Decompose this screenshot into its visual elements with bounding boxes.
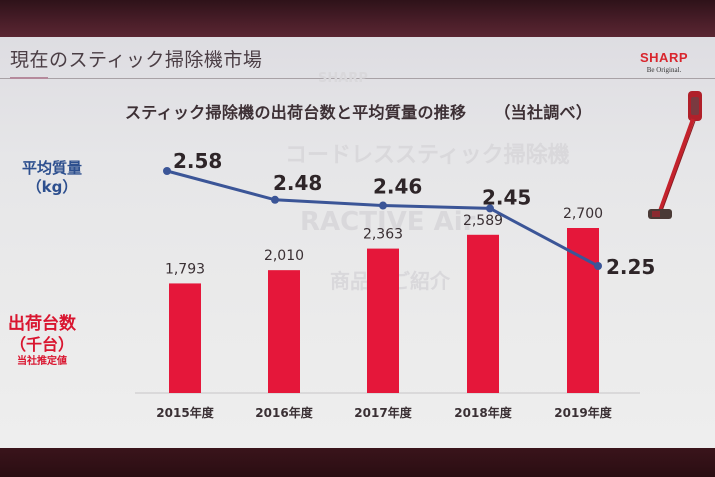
shipments-value-label: 2,589 <box>463 213 503 229</box>
shipments-value-label: 2,700 <box>563 206 603 222</box>
chart-source-note: （当社調べ） <box>494 103 593 122</box>
shipments-value-label: 2,363 <box>363 227 403 243</box>
weight-point <box>594 262 602 270</box>
chart-title: スティック掃除機の出荷台数と平均質量の推移 （当社調べ） <box>125 99 592 123</box>
weight-value-label: 2.45 <box>482 185 531 209</box>
weight-axis-label-line1: 平均質量 <box>22 159 83 177</box>
weight-points <box>163 167 602 270</box>
projector-bottom-band <box>0 448 715 477</box>
shipments-value-label: 2,010 <box>264 248 304 264</box>
projector-top-band <box>0 0 715 37</box>
title-divider <box>0 78 715 79</box>
x-axis-label: 2017年度 <box>354 405 412 420</box>
weight-value-label: 2.25 <box>606 255 655 279</box>
logo-tagline: Be Original. <box>646 66 682 74</box>
shipments-bar <box>169 283 201 393</box>
slide-title: 現在のスティック掃除機市場 <box>10 49 263 71</box>
x-axis-labels: 2015年度 2016年度 2017年度 2018年度 2019年度 <box>156 405 612 420</box>
shipments-value-labels: 1,793 2,010 2,363 2,589 2,700 <box>165 206 603 277</box>
stick-vacuum-image <box>648 91 702 219</box>
shipments-bar <box>367 248 399 393</box>
weight-value-label: 2.46 <box>373 175 422 199</box>
weight-axis-label: 平均質量 （kg） <box>22 159 82 197</box>
logo-brand: SHARP <box>640 50 689 65</box>
weight-point <box>379 201 387 210</box>
weight-point <box>271 195 279 204</box>
shipments-axis-label-note: 当社推定値 <box>17 356 67 367</box>
weight-point <box>486 204 494 213</box>
shipments-bar <box>567 228 599 393</box>
x-axis-label: 2018年度 <box>454 405 512 420</box>
shipments-axis-label-line2: （千台） <box>9 335 74 354</box>
shipments-axis-label-line1: 出荷台数 <box>8 314 76 334</box>
shipments-value-label: 1,793 <box>165 261 205 277</box>
shipments-bar <box>268 270 300 393</box>
weight-value-labels: 2.58 2.48 2.46 2.45 2.25 <box>173 149 655 279</box>
weight-value-label: 2.58 <box>173 149 222 173</box>
shipments-bars <box>169 228 599 393</box>
x-axis-label: 2015年度 <box>156 405 214 420</box>
weight-value-label: 2.48 <box>273 171 322 195</box>
title-accent-line <box>10 77 48 79</box>
x-axis-label: 2016年度 <box>255 405 313 420</box>
shipments-bar <box>467 234 499 393</box>
x-axis-label: 2019年度 <box>554 405 612 420</box>
weight-point <box>163 167 171 175</box>
weight-axis-label-line2: （kg） <box>26 178 78 196</box>
shipments-axis-label: 出荷台数 （千台） 当社推定値 <box>8 314 76 369</box>
chart-title-text: スティック掃除機の出荷台数と平均質量の推移 <box>125 103 467 122</box>
sharp-logo: SHARP Be Original. <box>640 50 688 74</box>
